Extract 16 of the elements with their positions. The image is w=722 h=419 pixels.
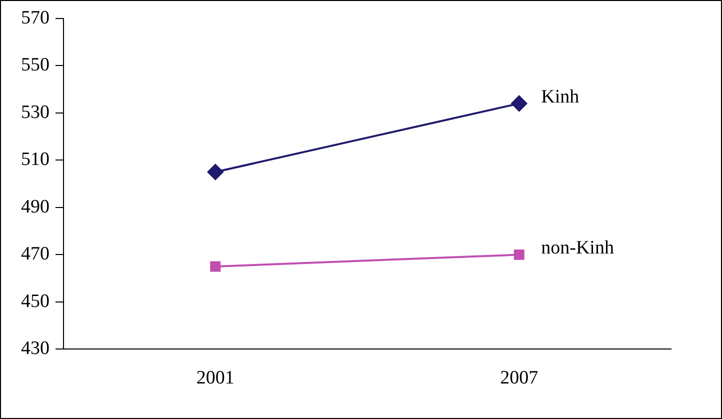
x-tick-label: 2001: [196, 368, 234, 389]
series-label: Kinh: [541, 86, 580, 108]
point: [511, 95, 528, 112]
y-tick-label: 570: [21, 7, 50, 28]
y-tick-label: 550: [21, 54, 50, 76]
y-tick-label: 510: [21, 149, 50, 170]
y-tick-label: 490: [21, 196, 50, 218]
point: [514, 249, 524, 260]
y-tick-label: 470: [21, 244, 50, 265]
point: [210, 261, 221, 272]
y-tick-label: 530: [21, 102, 50, 123]
y-tick-label: 430: [21, 338, 50, 360]
y-tick-label: 450: [21, 290, 50, 312]
series-label: non-Kinh: [541, 238, 614, 259]
point: [207, 164, 224, 180]
x-tick-label: 2007: [500, 368, 538, 389]
